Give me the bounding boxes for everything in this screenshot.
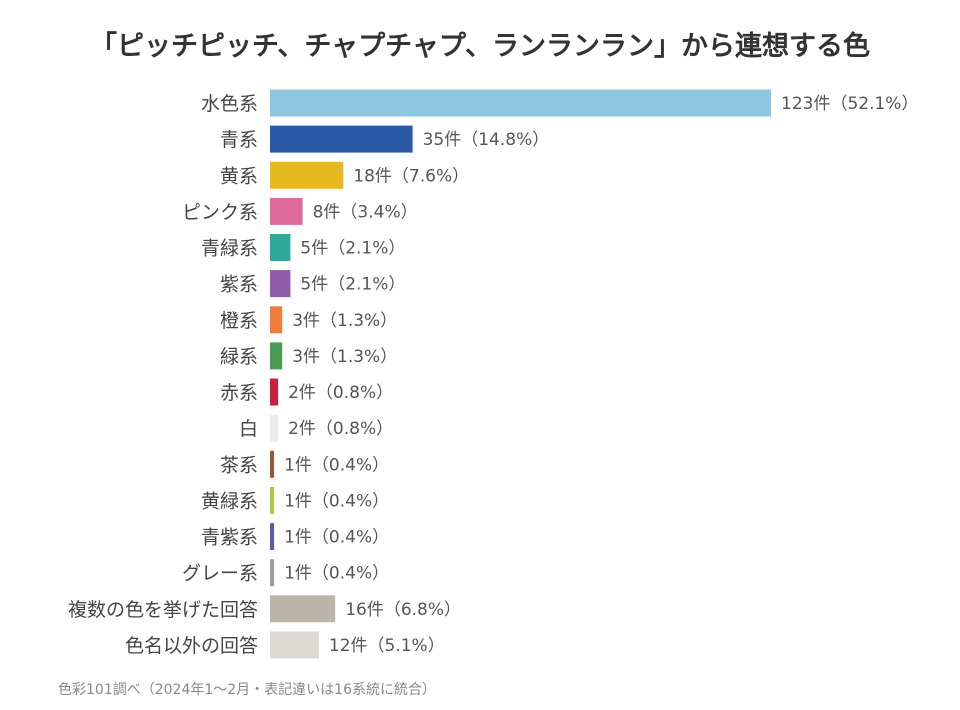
chart-title: 「ピッチピッチ、チャプチャプ、ランランラン」から連想する色: [89, 31, 871, 62]
bar: [270, 306, 283, 334]
value-label: 3件（1.3%）: [292, 311, 397, 331]
value-label: 5件（2.1%）: [300, 239, 405, 259]
source-note: 色彩101調べ（2024年1〜2月・表記違いは16系統に統合）: [58, 682, 436, 698]
value-label: 1件（0.4%）: [284, 564, 389, 584]
value-label: 35件（14.8%）: [423, 130, 550, 150]
category-label: 紫系: [220, 274, 258, 296]
category-label: 白: [239, 418, 258, 440]
bar: [270, 270, 291, 298]
value-label: 5件（2.1%）: [300, 275, 405, 295]
category-label: 赤系: [220, 382, 258, 404]
value-label: 18件（7.6%）: [353, 166, 469, 186]
category-label: 色名以外の回答: [125, 635, 258, 657]
value-label: 1件（0.4%）: [284, 455, 389, 475]
bar: [270, 523, 275, 551]
category-label: 青紫系: [201, 527, 258, 549]
category-label: 橙系: [220, 310, 258, 332]
bar: [270, 450, 275, 478]
category-label: 黄緑系: [201, 490, 258, 512]
value-label: 16件（6.8%）: [345, 600, 461, 620]
bar: [270, 161, 344, 189]
category-label: 茶系: [220, 454, 258, 476]
value-label: 1件（0.4%）: [284, 491, 389, 511]
bar: [270, 342, 283, 370]
value-label: 123件（52.1%）: [781, 94, 918, 114]
value-label: 3件（1.3%）: [292, 347, 397, 367]
bar: [270, 378, 279, 406]
category-label: 緑系: [220, 346, 258, 368]
value-label: 2件（0.8%）: [288, 383, 393, 403]
bar: [270, 414, 279, 442]
category-label: 青系: [220, 129, 258, 151]
value-label: 2件（0.8%）: [288, 419, 393, 439]
bar: [270, 595, 336, 623]
bar: [270, 559, 275, 587]
bars-layer: 水色系 123件（52.1%） 青系 35件（14.8%） 黄系 18件（7.6%） ピンク…: [68, 89, 918, 659]
category-label: ピンク系: [182, 201, 258, 223]
bar: [270, 197, 303, 225]
bar: [270, 631, 319, 659]
value-label: 1件（0.4%）: [284, 528, 389, 548]
category-label: 複数の色を挙げた回答: [68, 599, 258, 621]
bar: [270, 486, 275, 514]
value-label: 8件（3.4%）: [313, 202, 418, 222]
category-label: 水色系: [201, 93, 258, 115]
category-label: グレー系: [182, 563, 258, 585]
bar: [270, 89, 771, 117]
category-label: 黄系: [220, 165, 258, 187]
bar: [270, 234, 291, 261]
value-label: 12件（5.1%）: [329, 636, 445, 656]
bar: [270, 125, 413, 153]
category-label: 青緑系: [201, 238, 258, 260]
